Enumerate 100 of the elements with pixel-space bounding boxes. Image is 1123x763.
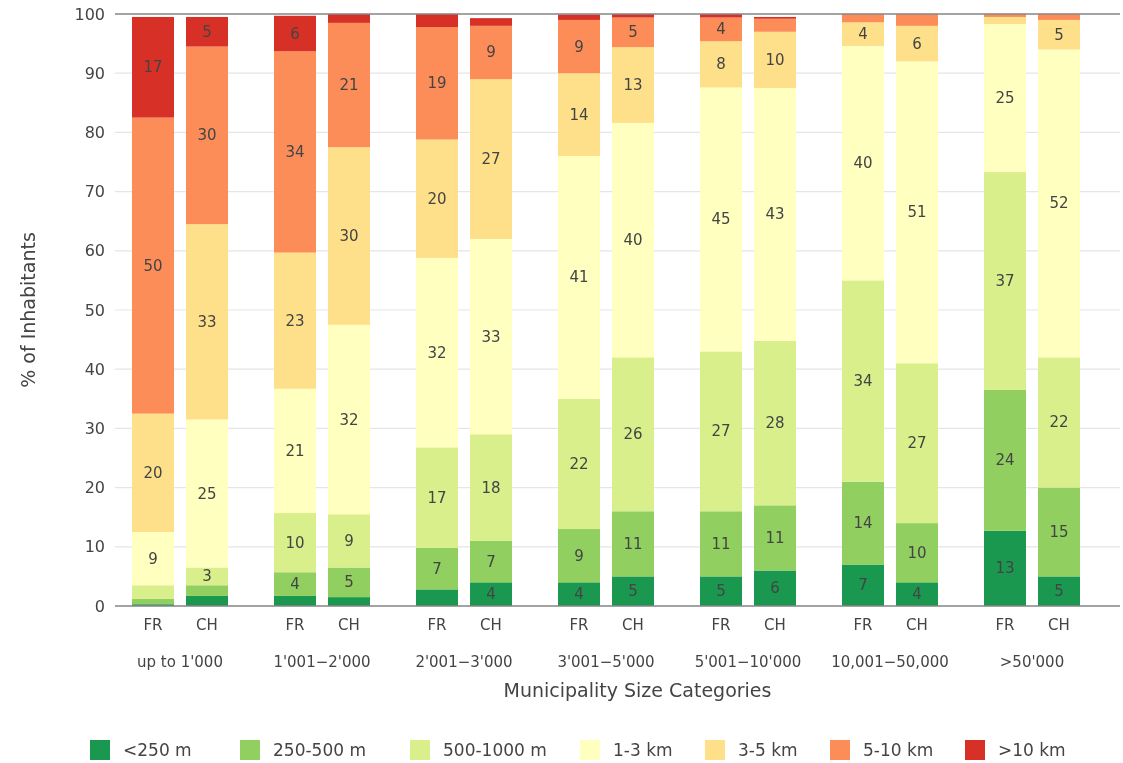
data-label: 4 [574, 585, 584, 604]
legend-label: 1-3 km [613, 740, 673, 760]
x-tick-label: FR [569, 616, 589, 634]
data-label: 34 [853, 372, 873, 391]
x-tick-label: FR [853, 616, 873, 634]
data-label: 9 [486, 43, 496, 62]
data-label: 13 [623, 76, 643, 95]
data-label: 22 [569, 454, 589, 473]
legend-label: 3-5 km [738, 740, 798, 760]
y-tick-label: 20 [84, 478, 105, 498]
text: 5'001−10'000 [694, 653, 802, 671]
data-label: 26 [623, 425, 643, 444]
data-label: 24 [995, 451, 1015, 470]
data-label: 28 [765, 414, 785, 433]
x-tick-label: FR [711, 616, 731, 634]
data-label: 9 [148, 549, 158, 568]
legend-label: >10 km [998, 740, 1066, 760]
data-label: 32 [339, 410, 359, 429]
x-tick-label: FR [427, 616, 447, 634]
data-label: 4 [486, 585, 496, 604]
text: 3'001−5'000 [557, 653, 655, 671]
x-tick-label: CH [338, 616, 360, 634]
data-label: 27 [481, 150, 501, 169]
data-label: 52 [1049, 194, 1069, 213]
data-label: 50 [143, 256, 163, 275]
y-tick-label: 40 [84, 359, 105, 379]
y-tick-label: 90 [84, 63, 105, 83]
x-tick-label: FR [285, 616, 305, 634]
data-label: 10 [907, 543, 927, 562]
data-label: 21 [285, 441, 305, 460]
text: 10,001−50,000 [831, 653, 949, 671]
text: 1'001−2'000 [273, 653, 371, 671]
y-axis-title: % of Inhabitants [17, 232, 39, 388]
data-label: 5 [628, 582, 638, 601]
data-label: 6 [290, 24, 300, 43]
data-label: 4 [290, 575, 300, 594]
y-tick-label: 60 [84, 241, 105, 261]
x-tick-label: CH [480, 616, 502, 634]
legend-label: 250-500 m [273, 740, 366, 760]
x-tick-label: CH [906, 616, 928, 634]
data-label: 7 [432, 559, 442, 578]
data-label: 8 [716, 55, 726, 74]
data-label: 20 [427, 189, 447, 208]
data-label: 9 [574, 37, 584, 56]
data-label: 51 [907, 203, 927, 222]
data-label: 17 [427, 488, 447, 507]
text: >50'000 [999, 653, 1065, 671]
data-label: 30 [339, 227, 359, 245]
data-label: 10 [285, 533, 305, 552]
data-label: 17 [143, 58, 163, 77]
x-tick-label: CH [764, 616, 786, 634]
data-label: 27 [907, 434, 927, 453]
data-label: 11 [765, 528, 785, 547]
data-label: 32 [427, 343, 447, 362]
data-label: 15 [1049, 523, 1069, 541]
data-label: 6 [770, 579, 780, 598]
legend-label: 500-1000 m [443, 740, 547, 760]
data-label: 4 [912, 585, 922, 604]
data-label: 33 [197, 312, 217, 331]
y-tick-label: 30 [84, 418, 105, 438]
data-label: 19 [427, 74, 447, 93]
x-tick-label: FR [143, 616, 163, 634]
data-label: 25 [197, 484, 217, 503]
text: 2'001−3'000 [415, 653, 513, 671]
data-label: 11 [711, 534, 731, 553]
data-label: 13 [995, 559, 1015, 578]
x-tick-label: CH [622, 616, 644, 634]
data-label: 9 [574, 546, 584, 565]
data-label: 9 [344, 531, 354, 550]
data-label: 11 [623, 534, 643, 553]
data-label: 22 [1049, 413, 1069, 432]
data-label: 40 [623, 231, 643, 250]
y-tick-label: 10 [84, 537, 105, 557]
data-label: 5 [1054, 25, 1064, 44]
y-tick-label: 0 [94, 596, 105, 616]
data-label: 33 [481, 327, 501, 346]
data-label: 21 [339, 76, 359, 95]
text: up to 1'000 [137, 653, 223, 671]
data-label: 5 [628, 23, 638, 42]
data-label: 5 [202, 22, 212, 41]
data-label: 4 [858, 25, 868, 44]
x-tick-label: CH [1048, 616, 1070, 634]
x-axis-title: Municipality Size Categories [503, 679, 772, 701]
data-label: 5 [344, 573, 354, 592]
legend-label: 5-10 km [863, 740, 934, 760]
y-tick-label: 80 [84, 122, 105, 142]
data-label: 30 [197, 126, 217, 145]
x-tick-label: FR [995, 616, 1015, 634]
y-tick-label: 70 [84, 182, 105, 202]
y-tick-label: 100 [74, 4, 105, 24]
y-tick-label: 50 [84, 300, 105, 320]
data-label: 5 [716, 582, 726, 601]
data-label: 10 [765, 50, 785, 69]
data-label: 43 [765, 205, 785, 224]
legend-label: <250 m [123, 740, 192, 760]
data-label: 25 [995, 89, 1015, 108]
data-label: 40 [853, 154, 873, 173]
data-label: 37 [995, 271, 1015, 290]
data-label: 14 [853, 514, 873, 533]
data-label: 7 [858, 576, 868, 595]
